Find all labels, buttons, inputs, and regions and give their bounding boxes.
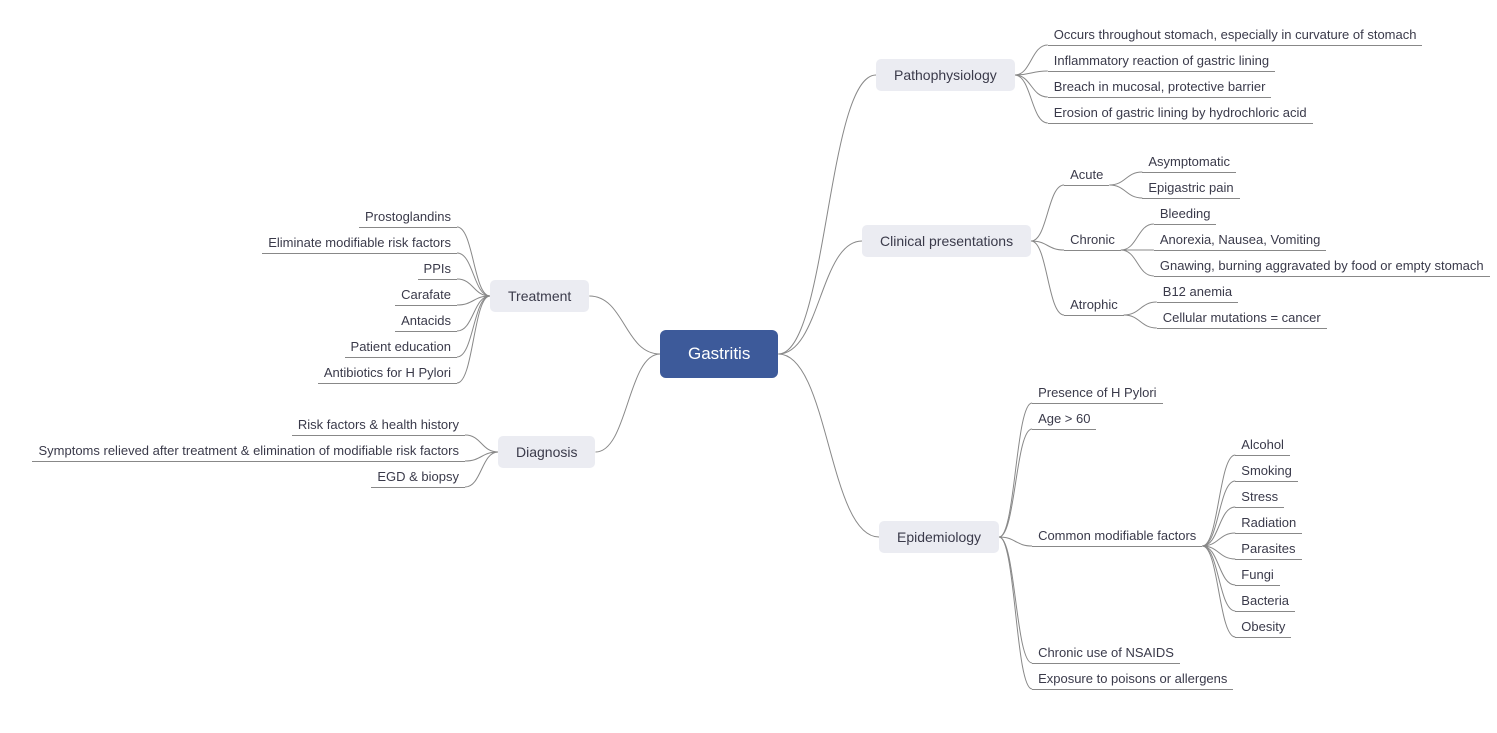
- leaf-node: Antibiotics for H Pylori: [318, 363, 457, 384]
- branch-epidemiology: Epidemiology: [879, 521, 999, 553]
- leaf-node: Bleeding: [1154, 204, 1217, 225]
- leaf-node: Patient education: [345, 337, 457, 358]
- leaf-node: Occurs throughout stomach, especially in…: [1048, 25, 1423, 46]
- leaf-node: B12 anemia: [1157, 282, 1238, 303]
- leaf-node: Prostoglandins: [359, 207, 457, 228]
- leaf-node: Asymptomatic: [1142, 152, 1236, 173]
- leaf-node: Radiation: [1235, 513, 1302, 534]
- leaf-node: Carafate: [395, 285, 457, 306]
- leaf-node: Gnawing, burning aggravated by food or e…: [1154, 256, 1490, 277]
- leaf-node: Risk factors & health history: [292, 415, 465, 436]
- leaf-node: Erosion of gastric lining by hydrochlori…: [1048, 103, 1313, 124]
- leaf-node: Bacteria: [1235, 591, 1295, 612]
- leaf-node: Parasites: [1235, 539, 1301, 560]
- branch-clinical-presentations: Clinical presentations: [862, 225, 1031, 257]
- leaf-node: Presence of H Pylori: [1032, 383, 1163, 404]
- sub-chronic: Chronic: [1064, 230, 1121, 251]
- leaf-node: Symptoms relieved after treatment & elim…: [32, 441, 465, 462]
- leaf-node: Age > 60: [1032, 409, 1096, 430]
- leaf-node: Breach in mucosal, protective barrier: [1048, 77, 1272, 98]
- sub-atrophic: Atrophic: [1064, 295, 1124, 316]
- leaf-node: Smoking: [1235, 461, 1298, 482]
- leaf-node: Exposure to poisons or allergens: [1032, 669, 1233, 690]
- sub-common-modifiable-factors: Common modifiable factors: [1032, 526, 1202, 547]
- leaf-node: PPIs: [418, 259, 457, 280]
- leaf-node: Cellular mutations = cancer: [1157, 308, 1327, 329]
- leaf-node: Obesity: [1235, 617, 1291, 638]
- leaf-node: Chronic use of NSAIDS: [1032, 643, 1180, 664]
- leaf-node: Inflammatory reaction of gastric lining: [1048, 51, 1275, 72]
- leaf-node: Epigastric pain: [1142, 178, 1239, 199]
- leaf-node: Anorexia, Nausea, Vomiting: [1154, 230, 1326, 251]
- leaf-node: Antacids: [395, 311, 457, 332]
- leaf-node: Alcohol: [1235, 435, 1290, 456]
- root-node: Gastritis: [660, 330, 778, 378]
- sub-acute: Acute: [1064, 165, 1109, 186]
- branch-treatment: Treatment: [490, 280, 589, 312]
- leaf-node: EGD & biopsy: [371, 467, 465, 488]
- leaf-node: Eliminate modifiable risk factors: [262, 233, 457, 254]
- branch-diagnosis: Diagnosis: [498, 436, 595, 468]
- leaf-node: Fungi: [1235, 565, 1280, 586]
- leaf-node: Stress: [1235, 487, 1284, 508]
- branch-pathophysiology: Pathophysiology: [876, 59, 1015, 91]
